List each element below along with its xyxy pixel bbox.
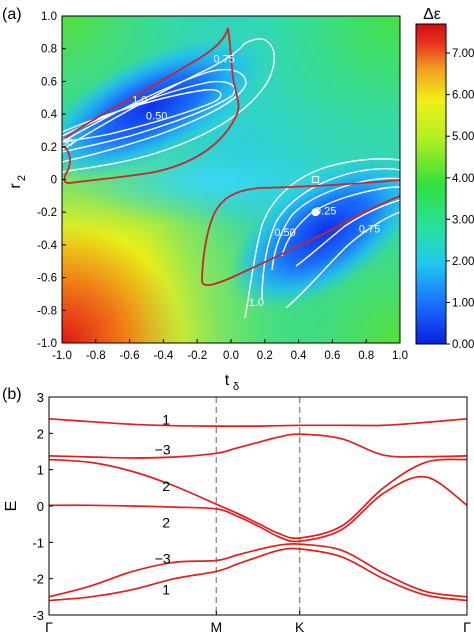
contour-lower-0.25 (281, 186, 400, 257)
band-y-tick-label: 3 (37, 390, 44, 405)
heatmap-x-tick-label: -0.4 (153, 350, 173, 362)
heatmap-y-tick-label: 1.0 (41, 11, 57, 23)
band-vlines (215, 397, 301, 615)
contour-label: 0.50 (274, 227, 295, 239)
marker-square (311, 175, 320, 184)
contour-label: 0.75 (359, 224, 380, 236)
band-label: −3 (155, 551, 171, 567)
contour-label: 0.25 (315, 206, 336, 218)
heatmap-x-tick-label: 1.0 (392, 350, 408, 362)
band-label: 1 (162, 412, 170, 428)
band-label: 2 (162, 514, 170, 530)
contour-upper-0.50 (62, 80, 236, 153)
marker-circle (311, 208, 320, 217)
band-curve (49, 417, 467, 427)
band-label: −3 (155, 442, 171, 458)
heatmap-x-tick-label: -1.0 (52, 350, 72, 362)
band-y-axis-label: E (3, 501, 20, 512)
contour-label: 0.50 (146, 111, 167, 123)
heatmap-y-tick-label: 0.2 (41, 142, 57, 154)
band-x-tick-label: Γ (463, 619, 471, 635)
contour-label: 0.75 (214, 54, 235, 66)
contour-upper-0.75 (62, 38, 275, 173)
band-curve (49, 542, 467, 598)
band-curve (49, 475, 467, 543)
heatmap-x-tick-label: 0.0 (223, 350, 239, 362)
band-y-tick-label: -1 (32, 535, 44, 550)
contour-labels: 0.75 1.0 0.50 50 0.25 0.50 0.75 1.0 (61, 54, 380, 310)
heatmap-y-axis-label-group: r 2 (7, 175, 28, 189)
contour-upper-0.25 (62, 88, 222, 143)
panel-a-label: (a) (2, 6, 22, 23)
colorbar-title: Δε (423, 6, 441, 23)
colorbar (415, 23, 447, 345)
contour-label: 50 (61, 137, 73, 149)
heatmap-y-tick-label: -0.4 (37, 240, 57, 252)
colorbar-tick-label: 4.00 (452, 173, 474, 185)
heatmap-x-axis-label: t (225, 372, 230, 389)
band-curves (49, 417, 467, 602)
heatmap-x-tick-label: -0.8 (86, 350, 106, 362)
contour-label: 1.0 (249, 297, 264, 309)
colorbar-tick-label: 7.00 (452, 48, 474, 60)
band-x-tick-label: K (295, 619, 305, 635)
heatmap-y-tick-label: 0.4 (41, 109, 58, 121)
contour-lower-outer (285, 211, 400, 309)
colorbar-tick-label: 3.00 (452, 214, 474, 226)
band-axes: -3 -2 -1 0 1 2 3 Γ M K Γ (32, 390, 471, 635)
band-y-tick-label: 1 (37, 463, 44, 478)
contour-label: 1.0 (132, 94, 147, 106)
band-x-tick-label: Γ (45, 619, 53, 635)
colorbar-tick-label: 0.00 (452, 339, 474, 351)
band-labels: 1 −3 2 2 −3 1 (155, 412, 171, 598)
colorbar-ticks: 0.00 1.00 2.00 3.00 4.00 5.00 6.00 7.00 (446, 48, 474, 351)
heatmap-axes: -1.0 -0.8 -0.6 -0.4 -0.2 0.0 0.2 0.4 0.6 0.8 1.0 -1… (37, 11, 408, 362)
band-x-tick-label: M (210, 619, 222, 635)
colorbar-tick-label: 2.00 (452, 256, 474, 268)
heatmap-x-tick-label: 0.8 (358, 350, 374, 362)
band-y-tick-label: -3 (32, 608, 44, 623)
band-label: 2 (162, 478, 170, 494)
contour-lower-1.0 (244, 158, 400, 319)
heatmap-x-tick-label: -0.2 (187, 350, 207, 362)
panel-b-label: (b) (2, 386, 22, 403)
colorbar-tick-label: 6.00 (452, 90, 474, 102)
heatmap-y-axis-label: r (7, 183, 24, 189)
heatmap-y-tick-label: -0.2 (37, 207, 57, 219)
contour-lower-0.75 (261, 167, 400, 301)
white-contours (62, 38, 400, 319)
band-curve (49, 547, 467, 602)
heatmap-x-axis-label-subscript: δ (233, 381, 239, 393)
contour-upper-1.0 (62, 68, 247, 163)
heatmap-y-tick-label: -1.0 (37, 338, 57, 350)
band-y-tick-label: 0 (37, 499, 44, 514)
heatmap-blue-lobe-lower (228, 155, 400, 309)
band-y-tick-label: 2 (37, 426, 44, 441)
contour-lower-inner (295, 199, 400, 267)
markers (311, 175, 320, 217)
red-curve-lower (201, 179, 400, 287)
heatmap-y-tick-label: -0.8 (37, 305, 57, 317)
band-y-tick-label: -2 (32, 572, 44, 587)
colorbar-tick-label: 1.00 (452, 297, 474, 309)
heatmap-y-axis-label-subscript: 2 (16, 175, 28, 181)
heatmap-x-tick-label: 0.2 (257, 350, 273, 362)
heatmap-x-tick-label: 0.4 (291, 350, 308, 362)
band-curve (49, 433, 467, 459)
contour-lower-0.50 (271, 177, 400, 271)
band-curve (49, 458, 467, 540)
heatmap-area: 0.75 1.0 0.50 50 0.25 0.50 0.75 1.0 (61, 16, 400, 343)
band-label: 1 (162, 582, 170, 598)
heatmap-y-tick-label: 0.6 (41, 76, 57, 88)
heatmap-y-tick-label: -0.6 (37, 273, 57, 285)
colorbar-tick-label: 5.00 (452, 131, 474, 143)
heatmap-x-tick-label: 0.6 (324, 350, 340, 362)
heatmap-y-tick-label: 0 (51, 175, 57, 187)
heatmap-x-tick-label: -0.6 (120, 350, 140, 362)
heatmap-y-tick-label: 0.8 (41, 44, 57, 56)
